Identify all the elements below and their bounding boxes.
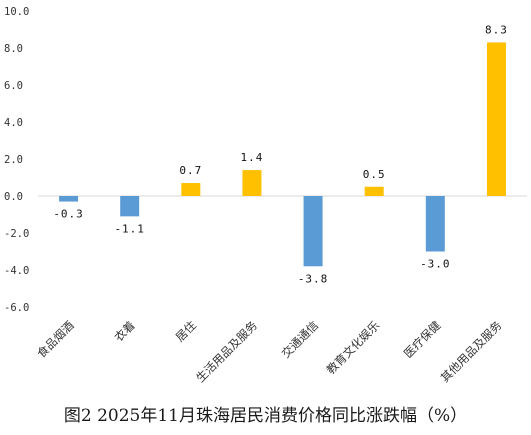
bar: [364, 186, 384, 196]
bar: [59, 196, 79, 202]
category-label: 生活用品及服务: [193, 318, 260, 385]
data-label: -0.3: [53, 208, 84, 221]
category-label: 医疗保健: [401, 318, 444, 361]
bar: [486, 42, 506, 197]
bar: [120, 196, 140, 217]
category-label: 居住: [173, 318, 200, 345]
y-tick-label: 6.0: [4, 80, 23, 92]
category-label: 其他用品及服务: [438, 318, 505, 385]
bar: [181, 183, 201, 196]
y-tick-label: 10.0: [4, 6, 29, 18]
category-label: 衣着: [112, 318, 138, 344]
data-label: -3.0: [420, 258, 451, 271]
data-label: 1.4: [241, 151, 264, 164]
category-label: 教育文化娱乐: [324, 318, 383, 377]
data-label: -1.1: [114, 222, 145, 235]
data-label: -3.8: [298, 272, 329, 285]
bar: [242, 170, 262, 196]
data-label: 0.5: [363, 168, 386, 181]
y-tick-label: 0.0: [4, 191, 23, 203]
bar: [303, 196, 323, 267]
category-label: 食品烟酒: [34, 318, 76, 360]
bar: [425, 196, 445, 252]
y-tick-label: -2.0: [4, 228, 29, 240]
category-label: 交通通信: [279, 318, 321, 360]
bar-chart: 10.0 8.0 6.0 4.0 2.0 0.0 -2.0 -4.0 -6.0 -0.3 食品烟酒 -…: [4, 6, 527, 385]
chart-caption: 图2 2025年11月珠海居民消费价格同比涨跌幅（%）: [63, 406, 468, 426]
y-tick-label: 2.0: [4, 154, 23, 166]
y-tick-label: -6.0: [4, 302, 29, 314]
data-label: 8.3: [485, 23, 508, 36]
y-tick-label: 8.0: [4, 43, 23, 55]
data-label: 0.7: [179, 164, 202, 177]
y-tick-label: 4.0: [4, 117, 23, 129]
y-tick-label: -4.0: [4, 265, 29, 277]
